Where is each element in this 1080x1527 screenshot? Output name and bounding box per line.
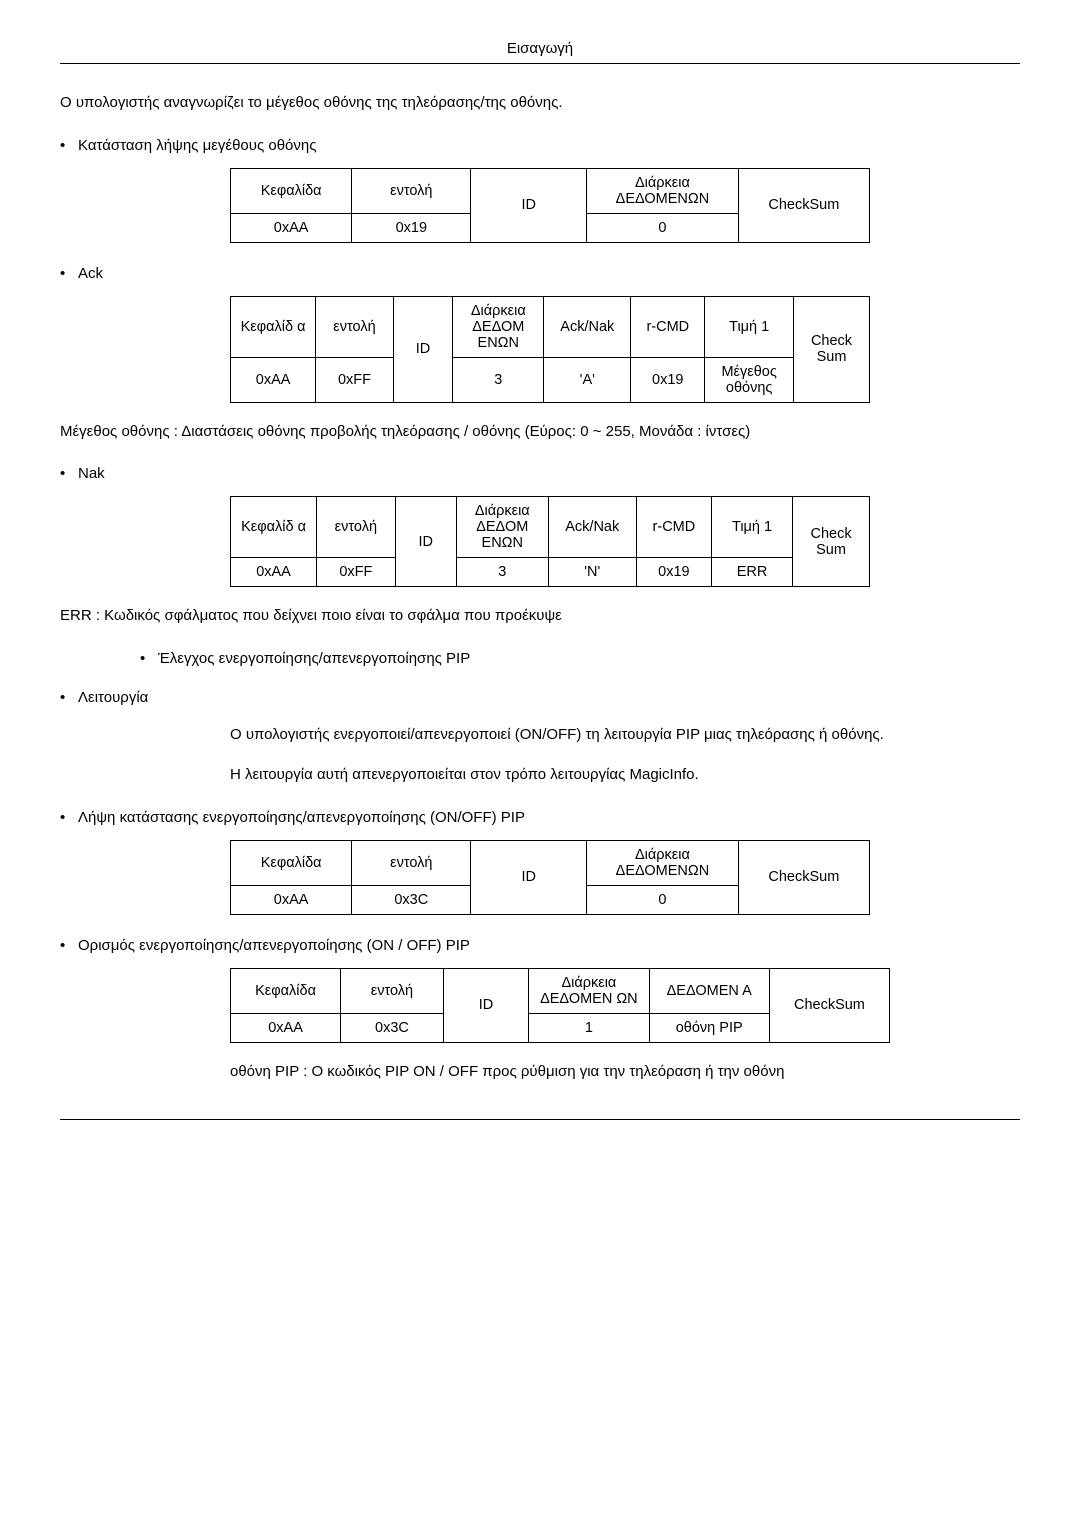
- pip-func-p2: Η λειτουργία αυτή απενεργοποιείται στον …: [230, 764, 1020, 787]
- col-header: CheckSum: [769, 968, 889, 1042]
- col-header: εντολή: [317, 497, 396, 558]
- nak-table: Κεφαλίδ α εντολή ID Διάρκεια ΔΕΔΟΜ ΕΝΩΝ …: [230, 496, 870, 587]
- col-header: εντολή: [352, 168, 471, 213]
- col-header: Ack/Nak: [544, 296, 631, 357]
- page-header-title: Εισαγωγή: [507, 40, 573, 57]
- cell: 0xAA: [231, 1013, 341, 1042]
- cell: 'N': [548, 558, 636, 587]
- bullet-dot-icon: •: [60, 937, 78, 954]
- cell: 1: [529, 1013, 649, 1042]
- table-row: Κεφαλίδα εντολή ID Διάρκεια ΔΕΔΟΜΕΝΩΝ Ch…: [231, 168, 870, 213]
- col-header: Check Sum: [794, 296, 870, 402]
- bullet-dot-icon: •: [140, 650, 158, 667]
- cell: 0xFF: [316, 357, 394, 402]
- col-header: ID: [471, 840, 587, 914]
- pip-heading-row: • Έλεγχος ενεργοποίησης/απενεργοποίησης …: [140, 650, 1020, 667]
- ack-bullet-text: Ack: [78, 265, 103, 282]
- col-header: Διάρκεια ΔΕΔΟΜΕΝΩΝ: [587, 168, 739, 213]
- cell: 0: [587, 213, 739, 242]
- col-header: ID: [471, 168, 587, 242]
- cell: 0xAA: [231, 213, 352, 242]
- cell: 0x3C: [341, 1013, 444, 1042]
- cell: 0xAA: [231, 357, 316, 402]
- col-header: ΔΕΔΟΜΕΝ Α: [649, 968, 769, 1013]
- col-header: εντολή: [316, 296, 394, 357]
- pip-func-bullet-row: • Λειτουργία: [60, 689, 1020, 706]
- status-table: Κεφαλίδα εντολή ID Διάρκεια ΔΕΔΟΜΕΝΩΝ Ch…: [230, 168, 870, 243]
- nak-bullet-row: • Nak: [60, 465, 1020, 482]
- pip-set-note: οθόνη PIP : Ο κωδικός PIP ON / OFF προς …: [230, 1061, 1020, 1084]
- col-header: Check Sum: [793, 497, 870, 587]
- col-header: r-CMD: [631, 296, 705, 357]
- intro-text: Ο υπολογιστής αναγνωρίζει το μέγεθος οθό…: [60, 92, 1020, 115]
- cell: 0: [587, 885, 739, 914]
- pip-func-bullet-text: Λειτουργία: [78, 689, 148, 706]
- bullet-dot-icon: •: [60, 137, 78, 154]
- cell: 0x19: [352, 213, 471, 242]
- cell: 0x19: [631, 357, 705, 402]
- col-header: Τιμή 1: [705, 296, 794, 357]
- cell: Μέγεθος οθόνης: [705, 357, 794, 402]
- col-header: Κεφαλίδα: [231, 968, 341, 1013]
- col-header: Κεφαλίδα: [231, 168, 352, 213]
- ack-table: Κεφαλίδ α εντολή ID Διάρκεια ΔΕΔΟΜ ΕΝΩΝ …: [230, 296, 870, 403]
- cell: 0x3C: [352, 885, 471, 914]
- table-row: Κεφαλίδα εντολή ID Διάρκεια ΔΕΔΟΜΕΝΩΝ Ch…: [231, 840, 870, 885]
- pip-set-bullet-row: • Ορισμός ενεργοποίησης/απενεργοποίησης …: [60, 937, 1020, 954]
- cell: οθόνη PIP: [649, 1013, 769, 1042]
- status-bullet-row: • Κατάσταση λήψης μεγέθους οθόνης: [60, 137, 1020, 154]
- status-bullet-text: Κατάσταση λήψης μεγέθους οθόνης: [78, 137, 316, 154]
- bullet-dot-icon: •: [60, 809, 78, 826]
- footer-rule: [60, 1119, 1020, 1120]
- pip-get-bullet-row: • Λήψη κατάστασης ενεργοποίησης/απενεργο…: [60, 809, 1020, 826]
- bullet-dot-icon: •: [60, 265, 78, 282]
- pip-set-table: Κεφαλίδα εντολή ID Διάρκεια ΔΕΔΟΜΕΝ ΩΝ Δ…: [230, 968, 890, 1043]
- col-header: CheckSum: [738, 840, 869, 914]
- col-header: Διάρκεια ΔΕΔΟΜ ΕΝΩΝ: [453, 296, 544, 357]
- cell: 0xFF: [317, 558, 396, 587]
- ack-bullet-row: • Ack: [60, 265, 1020, 282]
- col-header: CheckSum: [738, 168, 869, 242]
- pip-get-bullet-text: Λήψη κατάστασης ενεργοποίησης/απενεργοπο…: [78, 809, 525, 826]
- col-header: Τιμή 1: [712, 497, 793, 558]
- nak-bullet-text: Nak: [78, 465, 105, 482]
- col-header: εντολή: [341, 968, 444, 1013]
- cell: 0x19: [636, 558, 711, 587]
- page-header: Εισαγωγή: [60, 40, 1020, 64]
- col-header: Ack/Nak: [548, 497, 636, 558]
- col-header: Κεφαλίδ α: [231, 296, 316, 357]
- table-row: 0xAA 0xFF 3 'N' 0x19 ERR: [231, 558, 870, 587]
- pip-func-p1: Ο υπολογιστής ενεργοποιεί/απενεργοποιεί …: [230, 724, 960, 747]
- col-header: Διάρκεια ΔΕΔΟΜΕΝΩΝ: [587, 840, 739, 885]
- col-header: ID: [393, 296, 453, 402]
- ack-note: Μέγεθος οθόνης : Διαστάσεις οθόνης προβο…: [60, 421, 1020, 444]
- cell: 3: [453, 357, 544, 402]
- pip-get-table: Κεφαλίδα εντολή ID Διάρκεια ΔΕΔΟΜΕΝΩΝ Ch…: [230, 840, 870, 915]
- table-row: Κεφαλίδα εντολή ID Διάρκεια ΔΕΔΟΜΕΝ ΩΝ Δ…: [231, 968, 890, 1013]
- nak-note: ERR : Κωδικός σφάλματος που δείχνει ποιο…: [60, 605, 1020, 628]
- bullet-dot-icon: •: [60, 689, 78, 706]
- cell: ERR: [712, 558, 793, 587]
- pip-set-bullet-text: Ορισμός ενεργοποίησης/απενεργοποίησης (O…: [78, 937, 470, 954]
- cell: 3: [456, 558, 548, 587]
- col-header: εντολή: [352, 840, 471, 885]
- col-header: ID: [443, 968, 528, 1042]
- cell: 'A': [544, 357, 631, 402]
- col-header: Διάρκεια ΔΕΔΟΜ ΕΝΩΝ: [456, 497, 548, 558]
- cell: 0xAA: [231, 885, 352, 914]
- col-header: Διάρκεια ΔΕΔΟΜΕΝ ΩΝ: [529, 968, 649, 1013]
- col-header: ID: [395, 497, 456, 587]
- table-row: Κεφαλίδ α εντολή ID Διάρκεια ΔΕΔΟΜ ΕΝΩΝ …: [231, 296, 870, 357]
- table-row: Κεφαλίδ α εντολή ID Διάρκεια ΔΕΔΟΜ ΕΝΩΝ …: [231, 497, 870, 558]
- col-header: Κεφαλίδ α: [231, 497, 317, 558]
- table-row: 0xAA 0xFF 3 'A' 0x19 Μέγεθος οθόνης: [231, 357, 870, 402]
- bullet-dot-icon: •: [60, 465, 78, 482]
- cell: 0xAA: [231, 558, 317, 587]
- col-header: r-CMD: [636, 497, 711, 558]
- col-header: Κεφαλίδα: [231, 840, 352, 885]
- pip-heading-text: Έλεγχος ενεργοποίησης/απενεργοποίησης PI…: [158, 650, 470, 667]
